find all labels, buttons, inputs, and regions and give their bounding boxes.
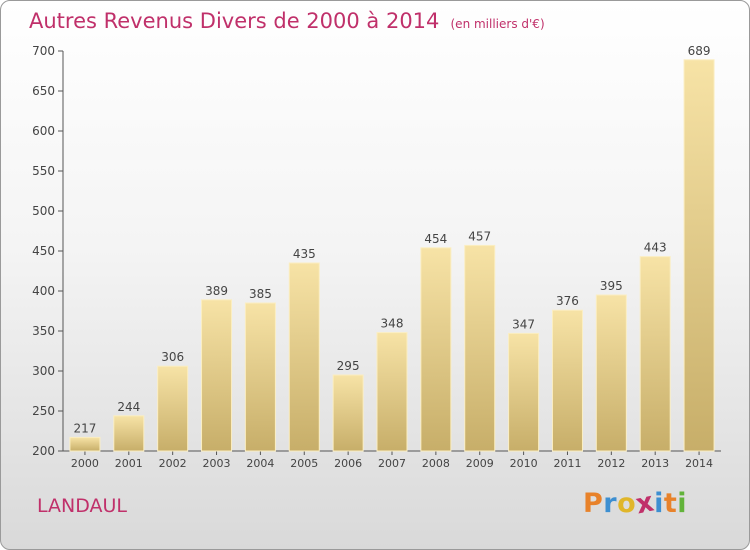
logo-letter: i [654, 488, 664, 519]
y-tick-label: 700 [32, 44, 55, 58]
y-tick-label: 250 [32, 404, 55, 418]
bar [508, 332, 540, 452]
axes: 200 250 300 350 400 450 500 550 600 650 700 2000 200… [32, 44, 721, 470]
bar [288, 262, 320, 452]
x-tick-label: 2003 [203, 457, 231, 470]
data-label: 217 [73, 421, 96, 435]
x-tick-label: 2004 [246, 457, 274, 470]
x-tick-label: 2007 [378, 457, 406, 470]
bar [639, 256, 671, 452]
bar [113, 415, 145, 452]
chart-title: Autres Revenus Divers de 2000 à 2014 (en… [29, 9, 545, 33]
data-label: 385 [249, 287, 272, 301]
x-tick-label: 2006 [334, 457, 362, 470]
y-tick-label: 600 [32, 124, 55, 138]
x-tick-label: 2013 [641, 457, 669, 470]
x-tick-label: 2008 [422, 457, 450, 470]
logo-letter: o [617, 488, 637, 519]
x-tick-label: 2010 [510, 457, 538, 470]
bar [157, 365, 189, 452]
bar [551, 309, 583, 452]
x-tick-label: 2009 [466, 457, 494, 470]
y-tick-label: 650 [32, 84, 55, 98]
logo-letter: i [677, 488, 688, 519]
data-label: 454 [424, 232, 447, 246]
data-label: 244 [117, 400, 140, 414]
bar [376, 332, 408, 452]
bar [420, 247, 452, 452]
data-label: 376 [556, 294, 579, 308]
data-label: 348 [381, 317, 404, 331]
data-label: 689 [688, 44, 711, 58]
proxiti-logo[interactable]: Proxiti [583, 486, 688, 520]
data-labels: 217 244 306 389 385 435 295 348 454 457 347 376 395 4… [73, 44, 710, 436]
data-label: 443 [644, 241, 667, 255]
x-tick-label: 2000 [71, 457, 99, 470]
logo-letter: r [603, 488, 618, 519]
y-tick-label: 350 [32, 324, 55, 338]
bar [595, 294, 627, 452]
x-tick-label: 2011 [553, 457, 581, 470]
logo-letter: P [583, 488, 604, 519]
x-tick-label: 2001 [115, 457, 143, 470]
data-label: 306 [161, 350, 184, 364]
bars [69, 59, 715, 452]
bar [683, 59, 715, 452]
unit-note: (en milliers d'€) [450, 17, 545, 31]
commune-name: LANDAUL [37, 495, 128, 517]
data-label: 457 [468, 229, 491, 243]
data-label: 395 [600, 279, 623, 293]
y-tick-label: 450 [32, 244, 55, 258]
x-tick-label: 2012 [597, 457, 625, 470]
y-tick-label: 400 [32, 284, 55, 298]
bar [332, 374, 364, 452]
data-label: 389 [205, 284, 228, 298]
y-tick-label: 500 [32, 204, 55, 218]
data-label: 435 [293, 247, 316, 261]
x-tick-label: 2005 [290, 457, 318, 470]
y-tick-label: 550 [32, 164, 55, 178]
y-tick-label: 200 [32, 444, 55, 458]
logo-letter: t [663, 488, 678, 519]
bar [244, 302, 276, 452]
bar [201, 299, 233, 452]
bar [69, 436, 101, 452]
data-label: 295 [337, 359, 360, 373]
data-label: 347 [512, 317, 535, 331]
y-tick-label: 300 [32, 364, 55, 378]
bar [464, 244, 496, 452]
title-text: Autres Revenus Divers de 2000 à 2014 [29, 9, 440, 33]
x-tick-label: 2014 [685, 457, 713, 470]
x-tick-label: 2002 [159, 457, 187, 470]
